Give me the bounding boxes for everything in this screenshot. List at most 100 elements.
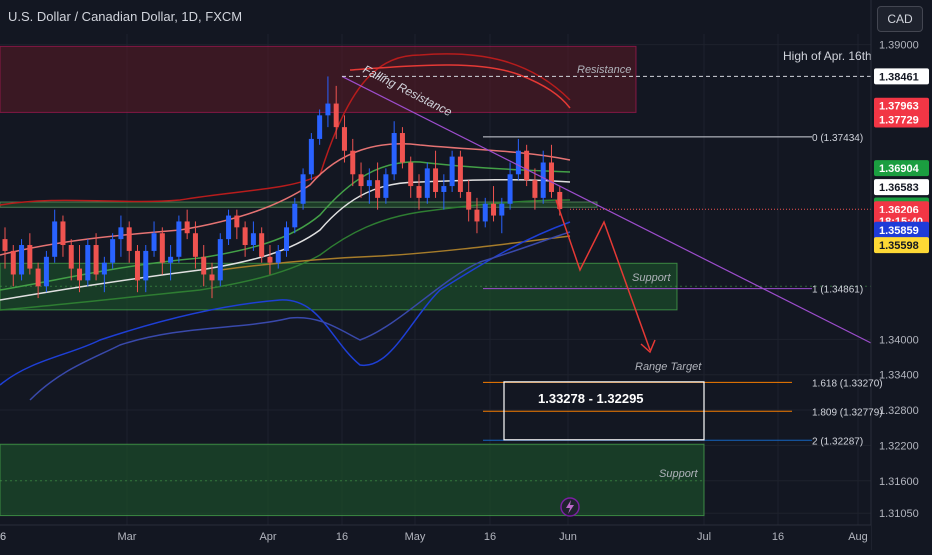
candle (515, 150, 521, 175)
projection-path (555, 199, 651, 351)
candle (507, 174, 513, 204)
x-tick-label: 16 (484, 531, 496, 543)
price-tag (874, 97, 929, 114)
y-tick-label: 1.31600 (879, 476, 919, 488)
candle (532, 180, 538, 198)
support-label-lower: Support (659, 468, 698, 480)
price-tag (874, 68, 929, 85)
candle (292, 203, 298, 228)
candle (151, 233, 157, 251)
candle (77, 268, 83, 281)
candle (466, 191, 472, 210)
ema-white (0, 178, 571, 301)
candle (226, 215, 232, 240)
candle (491, 203, 497, 216)
price-tag-label: 1.36904 (879, 163, 920, 175)
fib-level-label: 2 (1.32287) (812, 436, 863, 447)
candle (43, 256, 49, 287)
candle (192, 233, 198, 257)
candle (184, 221, 190, 234)
candle (168, 256, 174, 263)
price-tag-label: 1.35598 (879, 240, 919, 252)
candle (19, 245, 25, 275)
candle (375, 180, 381, 198)
candle (391, 133, 397, 175)
candle (557, 191, 563, 210)
candle (126, 227, 132, 251)
y-tick-label: 1.32200 (879, 440, 919, 452)
fib-level-label: 1 (1.34861) (812, 285, 863, 296)
fib-level-label: 1.809 (1.32779) (812, 407, 883, 418)
candle (60, 221, 66, 246)
currency-button[interactable]: CAD (877, 6, 923, 32)
candle (118, 227, 124, 240)
ema-green (0, 161, 571, 291)
y-tick-label: 1.31050 (879, 508, 919, 520)
x-tick-label: 16 (0, 531, 6, 543)
candle (300, 174, 306, 204)
upper-band (0, 143, 571, 256)
candle (242, 227, 248, 246)
time-axis (0, 525, 871, 550)
range-target-label: Range Target (635, 361, 702, 373)
candle (350, 150, 356, 175)
candle (35, 268, 41, 287)
price-tag (874, 111, 929, 128)
fib-level-label: 1.618 (1.33270) (812, 378, 883, 389)
candle (540, 162, 546, 198)
x-tick-label: Mar (118, 531, 137, 543)
candle (308, 138, 314, 175)
range-box-text: 1.33278 - 1.32295 (538, 391, 644, 406)
support-label-upper: Support (632, 272, 671, 284)
candle (482, 203, 488, 222)
candle (101, 262, 107, 275)
candle (234, 215, 240, 228)
candle (217, 239, 223, 281)
candle (10, 250, 16, 275)
candle (341, 127, 347, 151)
candle (93, 245, 99, 275)
projection-arrowhead (640, 339, 656, 354)
price-tag-label: 1.36583 (879, 182, 919, 194)
candle (68, 245, 74, 269)
ema-orange (219, 235, 571, 271)
candle (176, 221, 182, 257)
x-tick-label: May (405, 531, 426, 543)
price-tag (874, 160, 929, 177)
price-axis (871, 0, 932, 550)
candle (548, 162, 554, 192)
candle (408, 162, 414, 187)
candle (457, 156, 463, 192)
range-target-box (503, 381, 705, 441)
candle (85, 245, 91, 281)
price-tag-label: 1.35859 (879, 225, 919, 237)
resistance-zone (0, 45, 637, 113)
high-label: High of Apr. 16th (783, 49, 872, 63)
chart-title: U.S. Dollar / Canadian Dollar, 1D, FXCM (8, 9, 243, 24)
candle (201, 256, 207, 275)
support-zone-lower (0, 443, 705, 517)
candle (441, 186, 447, 192)
price-tag (874, 179, 929, 196)
price-tag-label: 1.37729 (879, 115, 919, 127)
lower-envelope-2 (29, 231, 571, 401)
price-tag-label: 1.38461 (879, 71, 919, 83)
candle (366, 180, 372, 187)
x-tick-label: 16 (336, 531, 348, 543)
candle (209, 274, 215, 281)
price-tag-label: 1.37963 (879, 101, 919, 113)
x-tick-label: 16 (0, 531, 6, 543)
lightning-icon-bolt (566, 500, 574, 514)
candle (317, 115, 323, 139)
candle (358, 174, 364, 187)
candle (524, 150, 530, 181)
candle (134, 250, 140, 281)
candle (110, 239, 116, 263)
candle (325, 103, 331, 116)
candle (159, 233, 165, 263)
resistance-label: Resistance (577, 64, 631, 76)
candle (143, 250, 149, 281)
candle (52, 221, 58, 257)
